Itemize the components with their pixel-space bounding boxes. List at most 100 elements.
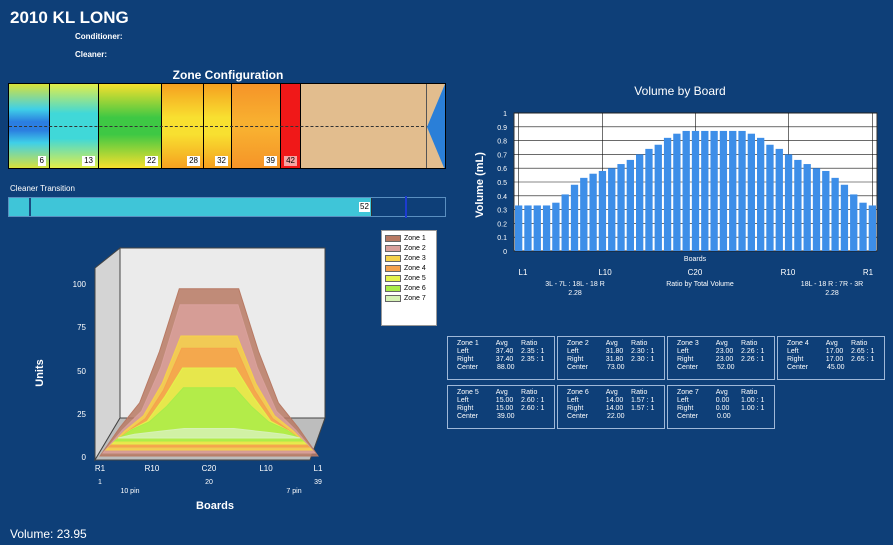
center-avg: 45.00 — [827, 364, 845, 371]
volume-bar-R4 — [840, 184, 849, 251]
volume-bar-L19 — [682, 130, 690, 251]
avg-header: Avg — [715, 340, 728, 347]
right-ratio-value: 2.28 — [825, 290, 839, 297]
volume-bar-R7 — [812, 168, 821, 251]
cleaner-transition-value: 52 — [359, 202, 370, 212]
zone-panel-3: Zone 3 Avg Ratio Left 23.00 2.26 : 1 Right 23.0… — [667, 336, 775, 380]
zone-config-lane[interactable]: 6 13 22 28 32 39 42 — [8, 83, 446, 169]
volume-bar-L18 — [673, 133, 681, 251]
legend-label: Zone 2 — [404, 244, 426, 252]
volume-bar-L9 — [589, 173, 597, 251]
page-title: 2010 KL LONG — [10, 8, 129, 27]
x-tick: L10 — [598, 268, 612, 277]
left-ratio: 2.26 : 1 — [741, 348, 765, 355]
zone-panel-6: Zone 6 Avg Ratio Left 14.00 1.57 : 1 Right 14.0… — [557, 385, 665, 429]
lane-divider — [426, 84, 427, 168]
left-label: Left — [677, 348, 689, 355]
right-ratio: 2.65 : 1 — [851, 356, 875, 363]
volume-bar-L12 — [617, 164, 625, 251]
lane-end-marker — [427, 84, 445, 168]
volume-bar-L1 — [515, 205, 523, 251]
left-ratio: 1.00 : 1 — [741, 397, 765, 404]
x-tick-num: 1 — [98, 479, 102, 486]
volume-bar-R18 — [710, 130, 718, 251]
left-avg: 15.00 — [495, 397, 514, 404]
zone-panel-5: Zone 5 Avg Ratio Left 15.00 2.60 : 1 Right 15.0… — [447, 385, 555, 429]
volume-bar-L6 — [561, 194, 569, 251]
legend-item: Zone 1 — [385, 233, 433, 243]
volume-bar-R8 — [803, 164, 811, 251]
center-avg: 52.00 — [717, 364, 735, 371]
ratio-header: Ratio — [851, 340, 868, 347]
center-label: Center — [787, 364, 809, 371]
right-ratio: 2.26 : 1 — [741, 356, 765, 363]
ratio-header: Ratio — [521, 389, 538, 396]
zone-area-6 — [113, 387, 305, 442]
cleaner-transition-marker[interactable] — [29, 198, 31, 216]
zone-name: Zone 3 — [677, 340, 699, 347]
y-tick: 0 — [82, 453, 87, 462]
volume-bar-R12 — [766, 144, 774, 251]
volume-y-tick: 0.4 — [497, 194, 507, 201]
avg-header: Avg — [495, 340, 508, 347]
volume-y-tick: 0.6 — [497, 166, 507, 173]
x-tick-num: 7 pin — [286, 488, 301, 495]
x-tick: L1 — [314, 464, 323, 473]
volume-bar-L5 — [552, 202, 560, 251]
volume-bar-R6 — [822, 170, 830, 251]
legend-item: Zone 7 — [385, 293, 433, 303]
volume-axis-label: Volume (mL) — [474, 152, 486, 218]
zone-legend: Zone 1 Zone 2 Zone 3 Zone 4 Zone 5 Zone … — [381, 230, 437, 326]
center-label: Center — [457, 413, 479, 420]
volume-bar-L15 — [645, 148, 653, 251]
cleaner-transition-bar[interactable]: 52 — [8, 196, 446, 218]
zone-name: Zone 4 — [787, 340, 809, 347]
x-tick: R1 — [95, 464, 106, 473]
avg-header: Avg — [825, 340, 838, 347]
right-ratio: 1.57 : 1 — [631, 405, 655, 412]
right-label: Right — [787, 356, 804, 363]
center-label: Center — [567, 413, 589, 420]
left-ratio: 2.35 : 1 — [521, 348, 545, 355]
zone-boundary-label: 32 — [215, 156, 228, 166]
units-area-chart: Units 100 75 50 25 0 R1 R10 C20 L10 L1 1… — [34, 246, 326, 512]
ratio-header: Ratio — [741, 340, 758, 347]
volume-bar-R10 — [784, 154, 793, 251]
right-ratio: 2.60 : 1 — [521, 405, 545, 412]
center-avg: 0.00 — [717, 413, 731, 420]
legend-swatch — [385, 264, 401, 272]
left-avg: 17.00 — [825, 348, 844, 355]
volume-y-tick: 0.5 — [497, 180, 507, 187]
legend-swatch — [385, 294, 401, 302]
x-tick-num: 10 pin — [120, 488, 139, 495]
avg-header: Avg — [605, 389, 618, 396]
legend-label: Zone 3 — [404, 254, 426, 262]
x-tick: R10 — [145, 464, 160, 473]
left-avg: 0.00 — [715, 397, 730, 404]
volume-y-tick: 0.2 — [497, 221, 507, 228]
legend-swatch — [385, 244, 401, 252]
left-label: Left — [567, 348, 579, 355]
volume-readout: Volume: 23.95 — [10, 527, 87, 541]
volume-bar-L8 — [580, 177, 588, 251]
volume-bar-chart: 0 0.1 0.2 0.3 0.4 0.5 0.6 0.7 0.8 0.9 1 Volume (mL… — [474, 111, 878, 297]
x-tick-num: 20 — [205, 479, 213, 486]
y-tick: 50 — [77, 367, 86, 376]
zone-boundary-label: 28 — [187, 156, 200, 166]
x-tick: R10 — [781, 268, 796, 277]
cleaner-transition-label: Cleaner Transition — [10, 184, 75, 193]
volume-bar-L14 — [636, 154, 644, 251]
y-tick: 75 — [77, 323, 86, 332]
units-axis-label: Units — [34, 359, 46, 387]
volume-y-tick: 0.8 — [497, 139, 507, 146]
right-ratio: 1.00 : 1 — [741, 405, 765, 412]
legend-swatch — [385, 274, 401, 282]
volume-bar-R16 — [729, 130, 737, 251]
zone-name: Zone 2 — [567, 340, 589, 347]
y-tick: 25 — [77, 410, 86, 419]
left-ratio: 2.30 : 1 — [631, 348, 655, 355]
volume-bar-L3 — [533, 205, 541, 251]
volume-y-tick: 1 — [503, 111, 507, 118]
volume-bar-L13 — [626, 159, 634, 251]
volume-y-tick: 0.7 — [497, 152, 507, 159]
